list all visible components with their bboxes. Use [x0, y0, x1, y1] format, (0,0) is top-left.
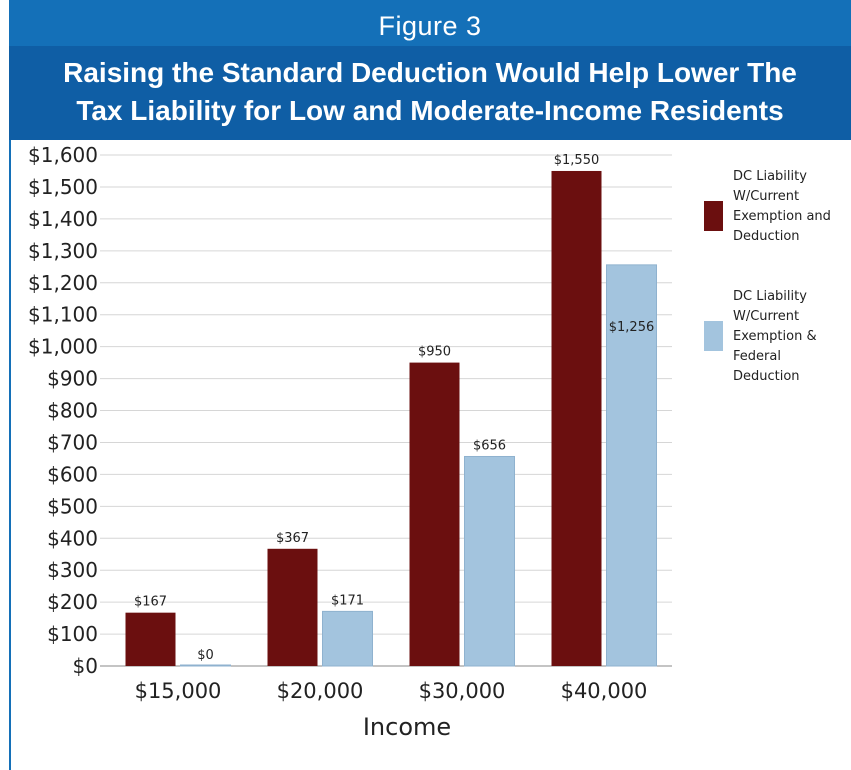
- data-label: $367: [276, 531, 309, 546]
- y-tick-label: $800: [47, 399, 98, 423]
- data-label: $167: [134, 595, 167, 610]
- legend-line: Exemption and: [733, 209, 831, 224]
- x-axis-title: Income: [363, 713, 451, 741]
- x-tick-label: $30,000: [419, 679, 506, 703]
- legend-line: Exemption &: [733, 329, 817, 344]
- y-tick-label: $1,600: [28, 143, 98, 167]
- x-axis-categories: $15,000 $20,000 $30,000 $40,000: [135, 679, 648, 703]
- bar-federal-deduction: [322, 610, 373, 667]
- x-tick-label: $15,000: [135, 679, 222, 703]
- data-label: $1,256: [609, 320, 655, 335]
- x-tick-label: $40,000: [561, 679, 648, 703]
- y-tick-label: $500: [47, 494, 98, 518]
- y-tick-label: $600: [47, 462, 98, 486]
- data-label: $0: [197, 648, 214, 663]
- bar-current-deduction: [125, 612, 176, 666]
- y-tick-label: $200: [47, 590, 98, 614]
- legend-line: W/Current: [733, 309, 799, 324]
- y-tick-label: $700: [47, 430, 98, 454]
- chart-title: Raising the Standard Deduction Would Hel…: [9, 46, 851, 130]
- y-tick-label: $100: [47, 622, 98, 646]
- legend: DC Liability W/Current Exemption and Deduct…: [704, 169, 831, 384]
- title-banner: Raising the Standard Deduction Would Hel…: [9, 46, 851, 140]
- data-label: $950: [418, 345, 451, 360]
- bar-federal-deduction: [180, 664, 231, 667]
- y-axis-ticks: $0 $100 $200 $300 $400 $500 $600 $700 $800 $900 $1…: [28, 143, 98, 678]
- data-label: $1,550: [554, 153, 600, 168]
- bar-current-deduction: [267, 548, 318, 666]
- y-tick-label: $300: [47, 558, 98, 582]
- y-tick-label: $1,300: [28, 239, 98, 263]
- y-tick-label: $1,500: [28, 175, 98, 199]
- data-label: $171: [331, 593, 364, 608]
- legend-swatch-current: [704, 201, 723, 231]
- legend-line: Deduction: [733, 229, 800, 244]
- legend-label-current: DC Liability W/Current Exemption and Deduct…: [733, 169, 831, 244]
- y-tick-label: $400: [47, 526, 98, 550]
- figure-number: Figure 3: [378, 11, 482, 41]
- chart-title-line-1: Raising the Standard Deduction Would Hel…: [63, 57, 797, 88]
- legend-line: Deduction: [733, 369, 800, 384]
- y-tick-label: $1,400: [28, 207, 98, 231]
- data-labels: $167 $0 $367 $171 $950 $656 $1,550 $1,256: [134, 153, 654, 663]
- bar-current-deduction: [409, 362, 460, 666]
- chart-title-line-2: Tax Liability for Low and Moderate-Incom…: [76, 95, 784, 126]
- data-label: $656: [473, 438, 506, 453]
- y-tick-label: $900: [47, 367, 98, 391]
- y-tick-label: $0: [73, 654, 98, 678]
- bars: [125, 170, 657, 667]
- y-tick-label: $1,200: [28, 271, 98, 295]
- legend-swatch-federal: [704, 321, 723, 351]
- bar-federal-deduction: [606, 264, 657, 667]
- y-tick-label: $1,100: [28, 303, 98, 327]
- legend-line: DC Liability: [733, 289, 807, 304]
- figure-header: Figure 3 Raising the Standard Deduction …: [9, 0, 851, 140]
- legend-line: DC Liability: [733, 169, 807, 184]
- legend-line: Federal: [733, 349, 781, 364]
- left-border-rule: [9, 140, 11, 770]
- bar-federal-deduction: [464, 455, 515, 667]
- y-tick-label: $1,000: [28, 335, 98, 359]
- legend-line: W/Current: [733, 189, 799, 204]
- x-tick-label: $20,000: [277, 679, 364, 703]
- bar-current-deduction: [551, 170, 602, 666]
- legend-label-federal: DC Liability W/Current Exemption & Federal D…: [733, 289, 817, 384]
